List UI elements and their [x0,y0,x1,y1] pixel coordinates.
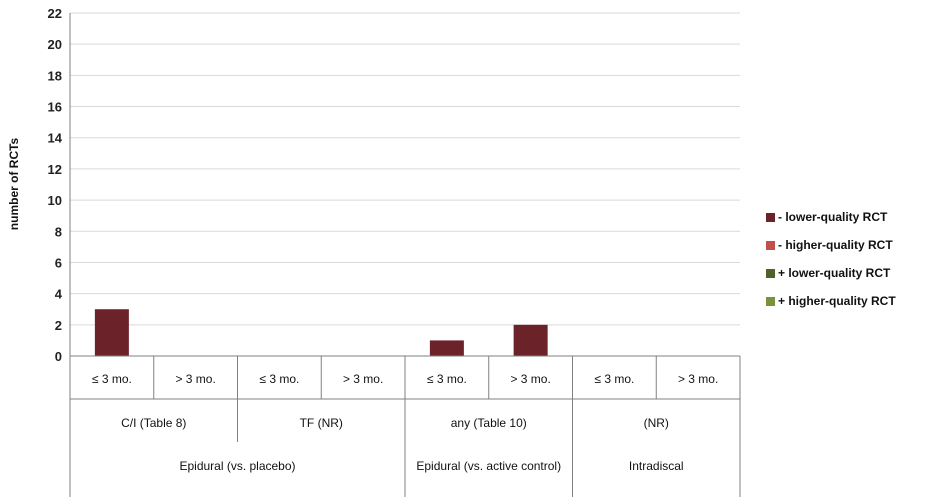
gridlines [69,12,740,356]
x-group-label: any (Table 10) [451,416,527,430]
x-category-label: ≤ 3 mo. [259,372,299,386]
legend-swatch [766,296,775,306]
x-category-label: > 3 mo. [343,372,383,386]
bar [429,340,464,356]
x-supergroup-label: Epidural (vs. active control) [416,459,561,473]
legend-label: + lower-quality RCT [778,266,891,280]
y-axis-label: number of RCTs [7,137,21,230]
y-tick-label: 8 [55,224,62,239]
y-tick-label: 12 [48,162,62,177]
y-tick-label: 16 [48,100,62,115]
y-tick-label: 10 [48,193,62,208]
bars [94,309,548,356]
y-tick-label: 22 [48,6,62,21]
x-group-label: (NR) [644,416,669,430]
legend-swatch [766,268,775,278]
x-category-label: ≤ 3 mo. [92,372,132,386]
y-tick-label: 4 [55,287,63,302]
y-axis-ticks: 0 2 4 6 8 10 12 14 16 18 20 22 [48,6,63,364]
legend-item: - lower-quality RCT [766,203,896,231]
legend-swatch [766,212,775,222]
x-supergroup-label: Epidural (vs. placebo) [179,459,295,473]
y-tick-label: 14 [48,131,63,146]
x-category-label: ≤ 3 mo. [427,372,467,386]
legend-item: + higher-quality RCT [766,287,896,315]
legend-label: - higher-quality RCT [778,238,893,252]
legend-label: + higher-quality RCT [778,294,896,308]
x-category-label: > 3 mo. [678,372,718,386]
y-tick-label: 18 [48,68,62,83]
x-category-label: > 3 mo. [175,372,215,386]
legend-label: - lower-quality RCT [778,210,888,224]
x-group-label: TF (NR) [300,416,343,430]
bar [94,309,129,356]
legend-item: + lower-quality RCT [766,259,896,287]
x-category-label: ≤ 3 mo. [594,372,634,386]
y-tick-label: 6 [55,255,62,270]
y-tick-label: 20 [48,37,62,52]
x-group-label: C/I (Table 8) [121,416,186,430]
y-tick-label: 0 [55,349,62,364]
x-category-label: > 3 mo. [510,372,550,386]
x-axis: ≤ 3 mo. > 3 mo. ≤ 3 mo. > 3 mo. ≤ 3 mo. > 3 m… [69,355,741,497]
legend-swatch [766,240,775,250]
bar [513,324,548,356]
x-supergroup-label: Intradiscal [629,459,684,473]
legend-item: - higher-quality RCT [766,231,896,259]
y-tick-label: 2 [55,318,62,333]
legend: - lower-quality RCT - higher-quality RCT +… [766,203,896,315]
